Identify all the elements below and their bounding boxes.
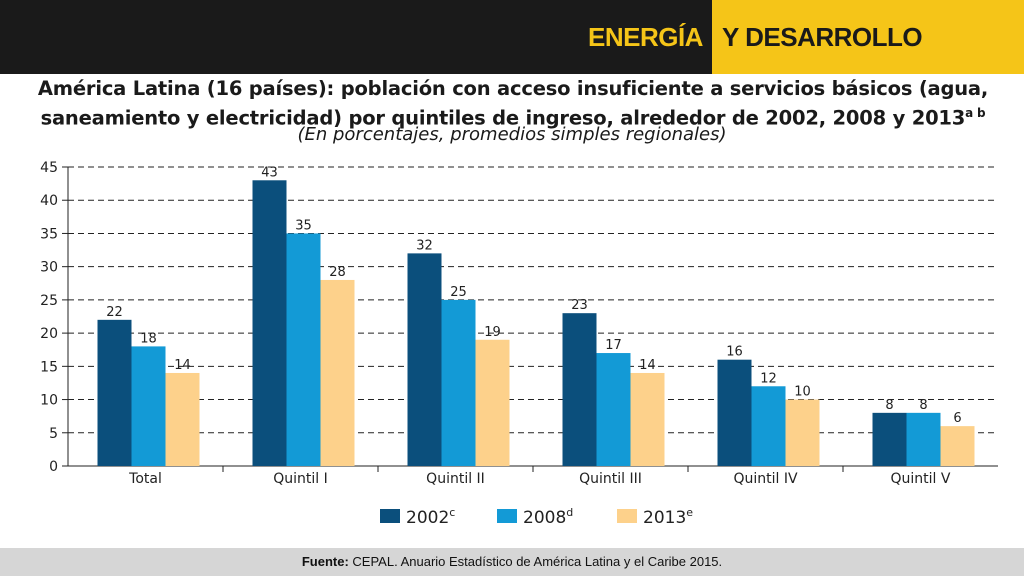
x-tick-label: Quintil II xyxy=(426,471,485,487)
bar xyxy=(562,313,597,466)
legend-label: 2013e xyxy=(643,506,693,528)
legend-swatch xyxy=(617,509,637,523)
data-label: 8 xyxy=(919,398,927,413)
bar-chart: 0 5 10 15 20 25 30 35 40 45 22 18 14 Total 43 35 28 Quint… xyxy=(40,160,998,528)
bar xyxy=(320,279,355,466)
x-tick-label: Quintil IV xyxy=(733,471,798,487)
data-label: 22 xyxy=(106,305,123,320)
x-tick-label: Total xyxy=(128,471,162,487)
chart-title-line1: América Latina (16 países): población co… xyxy=(37,77,989,100)
data-label: 32 xyxy=(416,238,433,253)
y-tick-label: 10 xyxy=(40,393,58,409)
chart-title-line2: saneamiento y electricidad) por quintile… xyxy=(8,101,1018,131)
banner-dark-panel xyxy=(0,0,712,74)
chart-subtitle: (En porcentajes, promedios simples regio… xyxy=(297,124,727,145)
data-label: 8 xyxy=(885,398,893,413)
bar xyxy=(97,319,132,466)
data-label: 14 xyxy=(639,358,656,373)
data-label: 23 xyxy=(571,298,588,313)
y-tick-label: 45 xyxy=(40,160,58,176)
y-tick-label: 30 xyxy=(40,260,58,276)
bar xyxy=(286,233,321,466)
data-label: 18 xyxy=(140,331,157,346)
bar xyxy=(475,339,510,466)
source-label: Fuente: xyxy=(301,554,349,569)
bar xyxy=(785,399,820,466)
y-tick-label: 0 xyxy=(49,459,58,475)
data-label: 28 xyxy=(329,265,346,280)
source-text: CEPAL. Anuario Estadístico de América La… xyxy=(348,554,723,569)
data-label: 19 xyxy=(484,325,501,340)
data-label: 17 xyxy=(605,338,622,353)
bar xyxy=(717,359,752,466)
chart-title-superscript: a b xyxy=(965,106,986,120)
data-label: 6 xyxy=(953,411,961,426)
bar xyxy=(872,412,907,466)
legend-swatch xyxy=(380,509,400,523)
y-tick-label: 25 xyxy=(40,293,58,309)
legend-swatch xyxy=(497,509,517,523)
legend-label: 2008d xyxy=(523,506,573,528)
bar xyxy=(441,299,476,466)
header-banner: ENERGÍA Y DESARROLLO xyxy=(0,0,1024,74)
banner-title-energia: ENERGÍA xyxy=(588,22,703,52)
y-tick-label: 15 xyxy=(40,359,58,375)
y-tick-label: 20 xyxy=(40,326,58,342)
bar xyxy=(751,386,786,466)
bar xyxy=(165,372,200,466)
y-tick-label: 40 xyxy=(40,193,58,209)
bar xyxy=(131,346,166,466)
bar xyxy=(906,412,941,466)
data-label: 25 xyxy=(450,285,467,300)
source-footer: Fuente: CEPAL. Anuario Estadístico de Am… xyxy=(0,548,1024,576)
data-label: 43 xyxy=(261,165,278,180)
bar xyxy=(596,353,631,466)
chart-title: América Latina (16 países): población co… xyxy=(8,76,1018,131)
x-tick-label: Quintil I xyxy=(273,471,328,487)
bar xyxy=(252,180,287,467)
y-tick-label: 35 xyxy=(40,226,58,242)
chart-title-line2-text: saneamiento y electricidad) por quintile… xyxy=(40,106,966,130)
y-tick-label: 5 xyxy=(49,426,58,442)
data-label: 12 xyxy=(760,371,777,386)
data-label: 16 xyxy=(726,345,743,360)
bar xyxy=(407,253,442,466)
bar xyxy=(630,372,665,466)
x-tick-label: Quintil III xyxy=(579,471,642,487)
banner-yellow-panel xyxy=(712,0,1024,74)
data-label: 10 xyxy=(794,385,811,400)
data-label: 14 xyxy=(174,358,191,373)
x-tick-label: Quintil V xyxy=(891,471,951,487)
legend-label: 2002c xyxy=(406,506,455,528)
bar xyxy=(940,426,975,466)
data-label: 35 xyxy=(295,218,312,233)
banner-title-desarrollo: Y DESARROLLO xyxy=(722,22,923,52)
